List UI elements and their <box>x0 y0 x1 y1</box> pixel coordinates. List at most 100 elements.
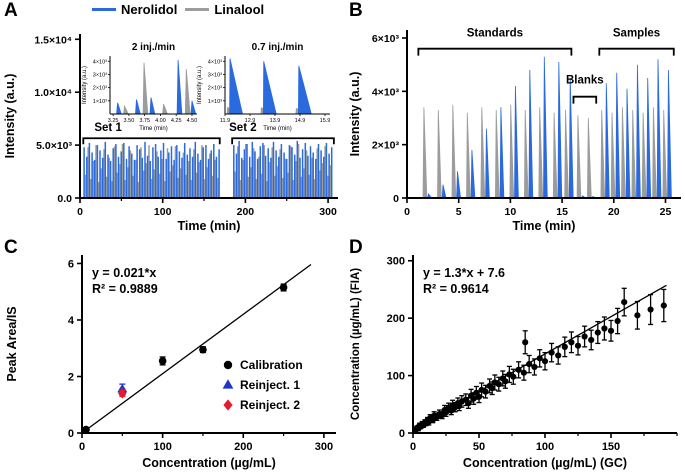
group-label: Samples <box>613 28 660 40</box>
x-axis-title: Concentration (µg/mL) (GC) <box>463 456 627 470</box>
inset-x-tick: 14.9 <box>295 118 306 124</box>
inset-y-tick: 4×10³ <box>208 59 222 65</box>
fia-peak <box>538 107 544 199</box>
inset-title: 0.7 inj./min <box>252 42 304 53</box>
y-tick-label: 2 <box>68 371 74 383</box>
fia-peak <box>466 112 471 199</box>
y-axis-title: Concentration (µg/mL) (FIA) <box>350 268 362 420</box>
fia-peak <box>636 64 641 199</box>
fia-peak <box>441 184 447 199</box>
fit-equation: y = 1.3*x + 7.6 <box>423 266 505 280</box>
fia-peak <box>586 117 592 199</box>
fia-peak <box>499 107 505 199</box>
inset-y-axis-title: Intensity (a.u.) <box>82 66 88 104</box>
r-squared: R² = 0.9889 <box>92 282 158 296</box>
group-label: Standards <box>467 28 523 40</box>
inset-peak <box>297 65 312 115</box>
fia-peak <box>646 77 652 199</box>
legend-label: Calibration <box>240 358 303 372</box>
y-axis-title: Intensity (a.u.) <box>348 72 362 157</box>
x-tick-label: 5 <box>456 206 462 218</box>
legend-item-linalool: Linalool <box>185 2 264 17</box>
y-tick-label: 1.0×10⁴ <box>34 87 72 99</box>
inset-x-tick: 13.9 <box>270 118 281 124</box>
legend-item-nerolidol: Nerolidol <box>92 2 177 17</box>
inset-peak <box>135 99 141 115</box>
spike-series <box>83 141 220 198</box>
x-tick-label: 20 <box>608 206 620 218</box>
inset-x-tick: 3.25 <box>108 118 119 124</box>
inset-x-axis-title: Time (min) <box>139 126 167 132</box>
x-axis-title: Concentration (µg/mL) <box>142 456 276 470</box>
y-tick-label: 300 <box>387 256 405 268</box>
nerolidol-label: Nerolidol <box>121 2 178 17</box>
fia-peak <box>437 109 442 199</box>
nerolidol-line-swatch <box>92 8 116 11</box>
y-tick-label: 0.0 <box>57 193 72 205</box>
y-tick-label: 0 <box>399 428 405 440</box>
x-tick-label: 100 <box>153 441 171 453</box>
inset-y-tick: 2×10³ <box>208 86 222 92</box>
method-comparison-chart: 0 50 100 150 0 100 200 300 Concentration (µg/mL)… <box>350 255 678 470</box>
y-axis-title: Intensity (a.u.) <box>3 74 17 159</box>
inset-x-tick: 4.50 <box>187 118 198 124</box>
y-tick-label: 1.5×10⁴ <box>34 34 72 46</box>
inset-x-tick: 12.9 <box>245 118 256 124</box>
legend-a: Nerolidol Linalool <box>92 2 264 17</box>
fia-run-chart: 0 5 10 15 20 25 0 2×10³ 4×10³ 6×10³ Time (min) Inte… <box>348 28 681 233</box>
x-axis-title: Time (min) <box>513 219 576 233</box>
x-tick-label: 15 <box>556 206 568 218</box>
inset-peak <box>184 69 191 115</box>
y-tick-label: 0 <box>68 428 74 440</box>
inset-peak <box>190 100 197 115</box>
calibration-curve-chart: 0 100 200 300 0 2 4 6 Concentration (µg/mL) Peak … <box>5 255 336 470</box>
fia-peak <box>652 107 657 199</box>
inset-peak <box>149 97 156 115</box>
group-label: Set 1 <box>94 122 122 134</box>
legend-label: Reinject. 2 <box>240 398 300 412</box>
x-tick-label: 150 <box>602 441 620 453</box>
inset-peak <box>162 103 168 115</box>
x-tick-label: 100 <box>536 441 554 453</box>
fia-peak <box>494 109 500 199</box>
inset-peak <box>142 62 149 115</box>
x-tick-label: 10 <box>505 206 517 218</box>
y-tick-label: 4 <box>68 315 75 327</box>
y-tick-label: 4×10³ <box>372 86 400 98</box>
x-axis-title: Time (min) <box>178 219 241 233</box>
panel-d: 0 50 100 150 0 100 200 300 Concentration (µg/mL)… <box>345 237 685 475</box>
legend-label: Reinject. 1 <box>240 378 300 392</box>
x-tick-label: 300 <box>315 441 333 453</box>
inset-y-tick: 2×10³ <box>93 86 107 92</box>
panel-label-b: B <box>349 0 363 21</box>
x-tick-label: 25 <box>660 206 672 218</box>
inset-y-tick: 3×10³ <box>208 72 222 78</box>
fia-peak <box>667 69 672 199</box>
fia-peak <box>514 85 519 199</box>
inset-x-tick: 4.00 <box>155 118 166 124</box>
inset-x-tick: 4.25 <box>171 118 182 124</box>
fia-peak <box>631 109 637 199</box>
inset-y-tick: 1×10³ <box>93 99 107 105</box>
fia-peak <box>576 115 582 199</box>
fit-equation: y = 0.021*x <box>92 266 156 280</box>
panel-label-d: D <box>349 237 363 258</box>
inset-peak <box>116 102 122 115</box>
inset-peak <box>176 59 183 115</box>
panel-label-a: A <box>4 0 18 21</box>
inset-y-tick: 1×10³ <box>208 99 222 105</box>
inset-x-tick: 3.50 <box>124 118 135 124</box>
inset-y-tick: 3×10³ <box>93 72 107 78</box>
fia-peak <box>641 112 647 199</box>
linalool-label: Linalool <box>214 2 265 17</box>
x-tick-label: 200 <box>234 441 252 453</box>
fia-peak <box>456 171 461 199</box>
x-tick-label: 200 <box>237 206 255 218</box>
x-tick-label: 0 <box>77 206 83 218</box>
chromatogram-overview-chart: 0 100 200 300 0.0 5.0×10³ 1.0×10⁴ 1.5×10⁴ Time (… <box>3 34 338 233</box>
y-tick-label: 6×10³ <box>372 33 400 45</box>
inset-y-tick: 4×10³ <box>93 59 107 65</box>
fia-peak <box>470 149 476 199</box>
y-tick-label: 2×10³ <box>372 140 400 152</box>
